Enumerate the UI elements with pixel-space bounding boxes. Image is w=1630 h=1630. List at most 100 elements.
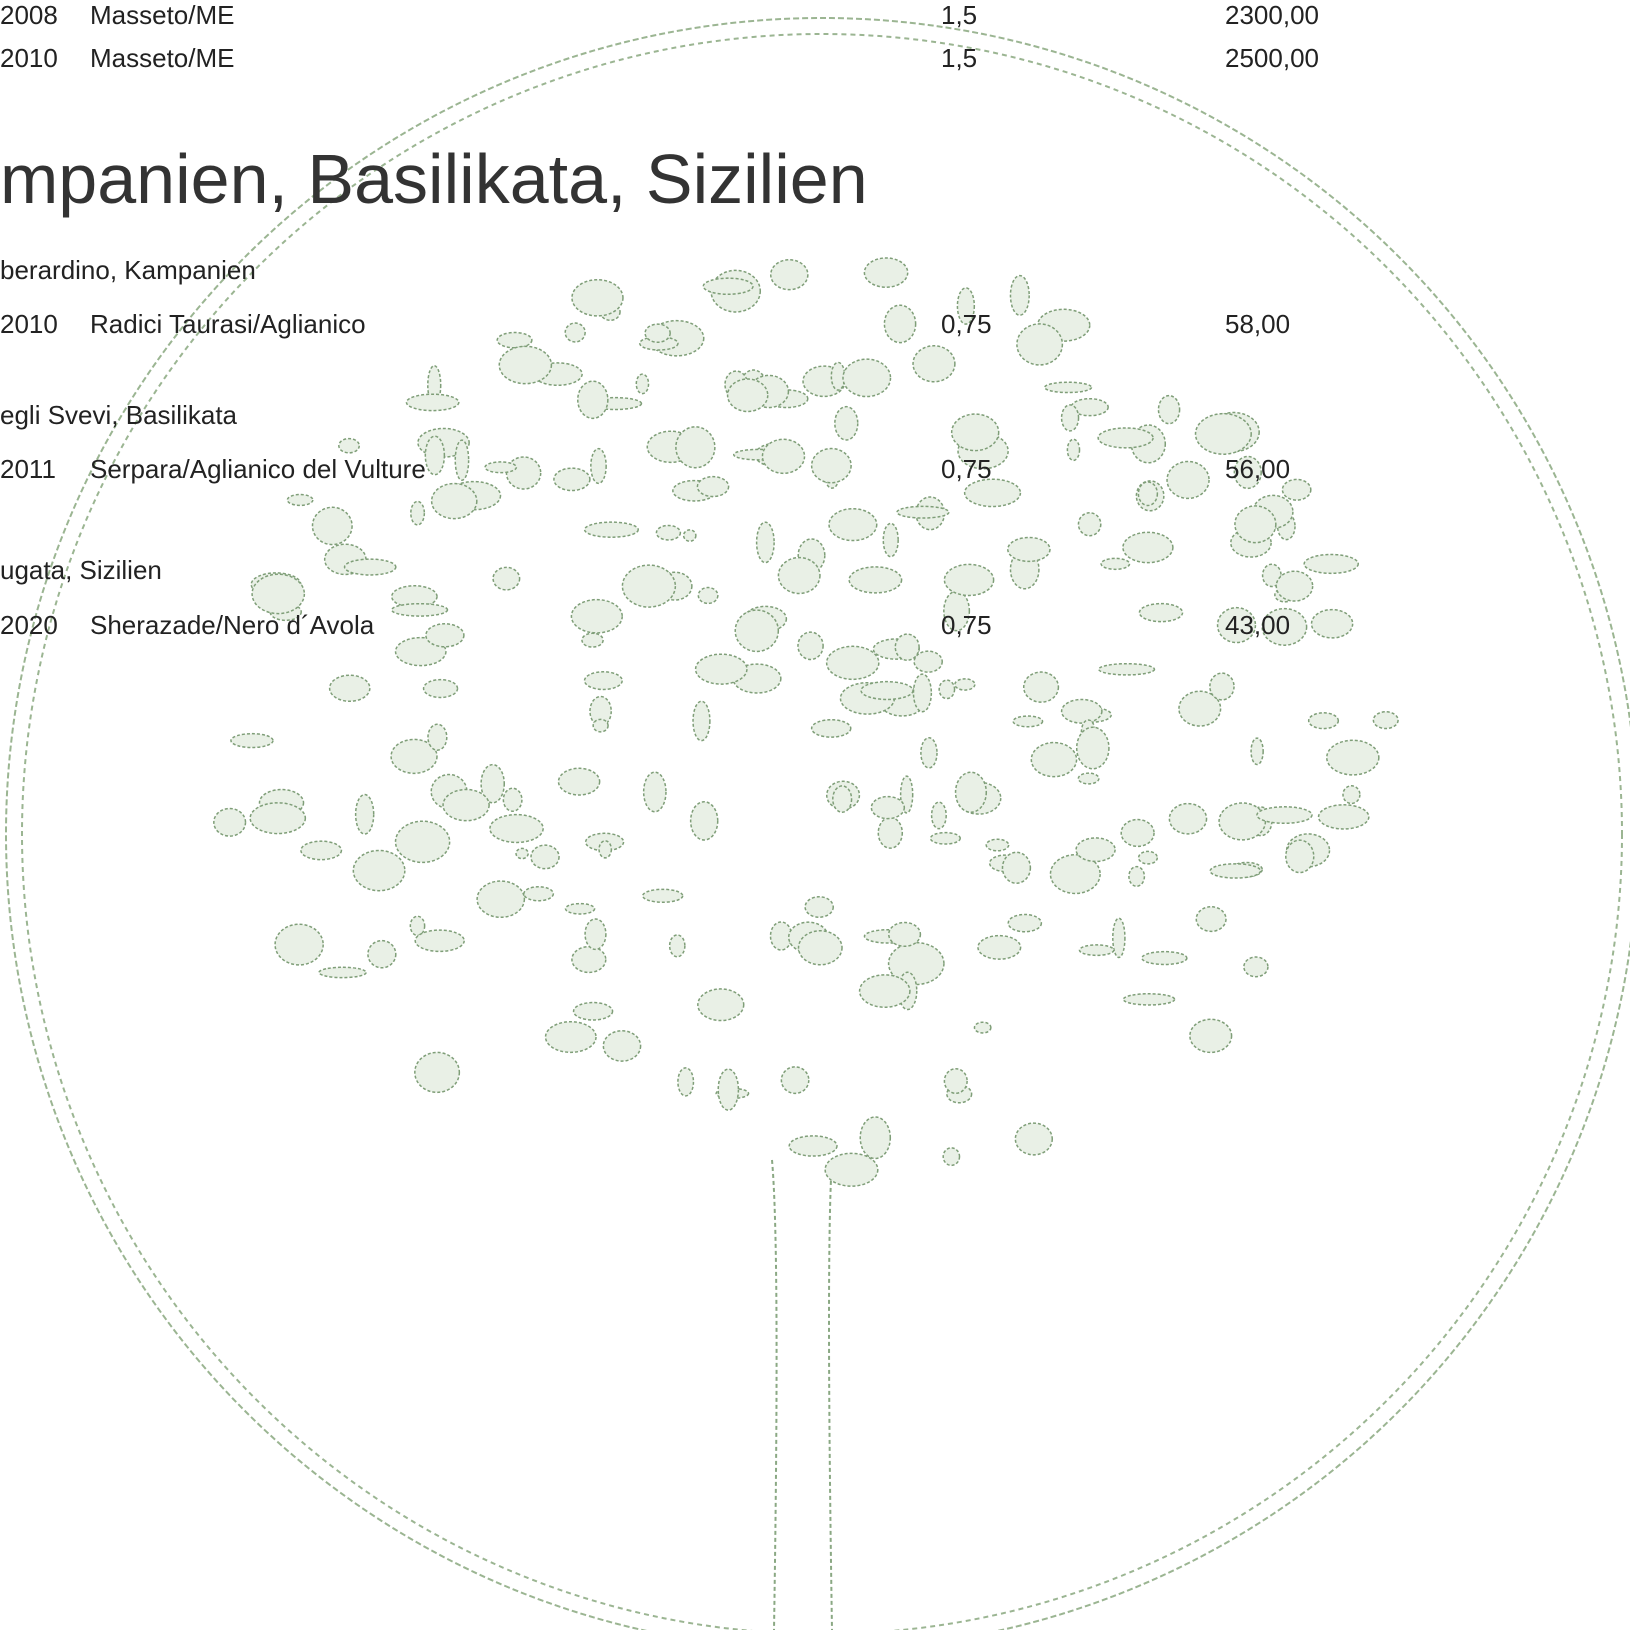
leaf-cluster (1078, 944, 1115, 957)
leaf-cluster (1122, 531, 1174, 564)
leaf-cluster (570, 598, 623, 634)
volume: 1,5 (941, 43, 978, 73)
leaf-cluster (1189, 1018, 1233, 1054)
wine-name: Sherazade/Nero d´Avola (90, 610, 375, 640)
leaf-cluster (644, 323, 671, 343)
leaf-cluster (577, 380, 609, 420)
leaf-cluster (328, 674, 371, 703)
year: 2008 (0, 0, 58, 30)
leaf-cluster (950, 413, 1000, 452)
leaf-cluster (621, 564, 677, 608)
leaf-cluster (930, 801, 947, 830)
region-heading: mpanien, Basilikata, Sizilien (0, 140, 868, 218)
leaf-cluster (929, 831, 961, 845)
leaf-cluster (938, 679, 956, 700)
leaf-cluster (834, 405, 859, 441)
leaf-cluster (882, 522, 899, 558)
leaf-cluster (797, 929, 843, 966)
wine-name: Masseto/ME (90, 43, 235, 73)
leaf-cluster (496, 331, 533, 349)
producer: egli Svevi, Basilikata (0, 400, 237, 430)
leaf-cluster (442, 788, 490, 822)
leaf-cluster (1243, 956, 1269, 978)
leaf-cluster (338, 437, 361, 454)
leaf-cluster (598, 840, 613, 859)
leaf-cluster (832, 785, 853, 813)
leaf-cluster (797, 631, 824, 661)
leaf-cluster (734, 609, 780, 653)
leaf-cluster (553, 467, 591, 492)
leaf-cluster (887, 941, 945, 986)
leaf-cluster (863, 257, 909, 289)
leaf-cluster (1310, 608, 1354, 639)
wine-name: Masseto/ME (90, 0, 235, 30)
leaf-cluster (912, 345, 956, 383)
leaf-cluster (430, 482, 478, 520)
leaf-cluster (530, 844, 560, 870)
leaf-cluster (1120, 818, 1155, 848)
leaf-cluster (1007, 536, 1051, 563)
leaf-cluster (414, 929, 465, 953)
outer-ring (5, 17, 1630, 1630)
leaf-cluster (726, 378, 769, 413)
leaf-cluster (590, 447, 607, 485)
leaf-cluster (484, 461, 518, 474)
leaf-cluster (824, 1152, 879, 1187)
leaf-cluster (825, 645, 880, 681)
leaf-cluster (697, 586, 719, 605)
crown (213, 257, 1399, 1187)
leaf-cluster (1317, 804, 1370, 830)
leaf-cluster (1195, 905, 1227, 933)
leaf-cluster (894, 633, 920, 661)
leaf-cluster (571, 945, 607, 974)
leaf-cluster (1049, 853, 1101, 895)
leaf-cluster (780, 1066, 810, 1095)
leaf-cluster (602, 1030, 642, 1062)
leaf-cluster (354, 793, 375, 835)
leaf-cluster (1012, 715, 1044, 728)
price: 2300,00 (1225, 0, 1319, 30)
leaf-cluster (717, 1068, 740, 1111)
leaf-cluster (1138, 602, 1184, 623)
leaf-cluster (286, 493, 314, 507)
leaf-cluster (1014, 1122, 1054, 1156)
leaf-cluster (973, 1021, 992, 1034)
leaf-cluster (788, 1135, 838, 1157)
leaf-cluster (954, 678, 976, 691)
leaf-cluster (1016, 323, 1064, 366)
leaf-cluster (668, 934, 686, 958)
price: 2500,00 (1225, 43, 1319, 73)
year: 2010 (0, 309, 58, 339)
leaf-cluster (1043, 381, 1093, 394)
leaf-cluster (274, 923, 324, 966)
leaf-cluster (1218, 802, 1267, 841)
leaf-cluster (502, 787, 523, 812)
leaf-cluster (1007, 913, 1043, 933)
leaf-cluster (480, 763, 506, 804)
leaf-cluster (858, 974, 911, 1009)
leaf-cluster (870, 795, 906, 820)
leaf-cluster (391, 602, 449, 617)
leaf-cluster (1209, 672, 1235, 701)
leaf-cluster (571, 278, 624, 317)
year: 2020 (0, 610, 58, 640)
leaf-cluster (583, 521, 639, 538)
leaf-cluster (492, 566, 521, 591)
leaf-cluster (842, 358, 892, 398)
leaf-cluster (943, 1067, 968, 1095)
leaf-cluster (682, 529, 697, 542)
leaf-cluster (581, 632, 604, 648)
leaf-cluster (1060, 404, 1080, 432)
leaf-cluster (1001, 851, 1032, 885)
leaf-cluster (1303, 553, 1360, 575)
leaf-cluster (954, 771, 988, 813)
leaf-cluster (655, 524, 682, 541)
leaf-cluster (1281, 478, 1312, 501)
leaf-cluster (1178, 690, 1222, 727)
trunk (771, 1159, 833, 1630)
leaf-cluster (564, 322, 586, 343)
leaf-cluster (810, 718, 852, 738)
leaf-cluster (394, 820, 451, 864)
leaf-cluster (963, 478, 1022, 508)
